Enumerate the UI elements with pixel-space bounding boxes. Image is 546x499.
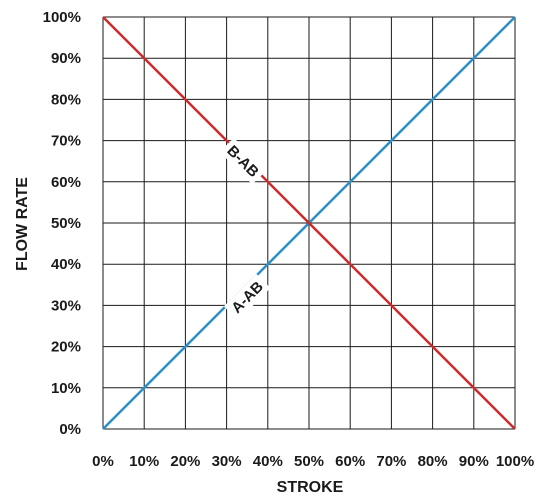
- grid: [102, 16, 516, 430]
- x-tick-labels: 0% 10% 20% 30% 40% 50% 60% 70% 80% 90% 100%: [92, 453, 534, 470]
- x-tick-label: 60%: [335, 453, 365, 470]
- x-tick-label: 0%: [92, 453, 114, 470]
- x-tick-label: 40%: [253, 453, 283, 470]
- y-tick-labels: 0% 10% 20% 30% 40% 50% 60% 70% 80% 90% 100%: [43, 9, 81, 438]
- y-tick-label: 30%: [51, 297, 81, 314]
- y-tick-label: 80%: [51, 91, 81, 108]
- y-tick-label: 60%: [51, 174, 81, 191]
- x-tick-label: 70%: [376, 453, 406, 470]
- x-tick-label: 20%: [170, 453, 200, 470]
- series-label-background: [219, 137, 267, 185]
- y-tick-label: 50%: [51, 215, 81, 232]
- x-tick-label: 100%: [496, 453, 534, 470]
- x-axis-label: STROKE: [277, 479, 344, 496]
- x-tick-label: 80%: [418, 453, 448, 470]
- y-tick-label: 40%: [51, 256, 81, 273]
- series-lines: A-ABB-AB: [102, 16, 516, 430]
- y-tick-label: 100%: [43, 9, 81, 26]
- x-tick-label: 90%: [459, 453, 489, 470]
- y-axis-label: FLOW RATE: [14, 177, 31, 271]
- x-tick-label: 30%: [212, 453, 242, 470]
- y-tick-label: 20%: [51, 339, 81, 356]
- series-label-a-ab: A-AB: [223, 273, 271, 321]
- series-line-b-ab: [102, 16, 516, 430]
- series-label-background: [223, 273, 271, 321]
- y-tick-label: 10%: [51, 380, 81, 397]
- y-tick-label: 0%: [59, 421, 81, 438]
- y-tick-label: 90%: [51, 50, 81, 67]
- x-tick-label: 50%: [294, 453, 324, 470]
- y-tick-label: 70%: [51, 133, 81, 150]
- x-tick-label: 10%: [129, 453, 159, 470]
